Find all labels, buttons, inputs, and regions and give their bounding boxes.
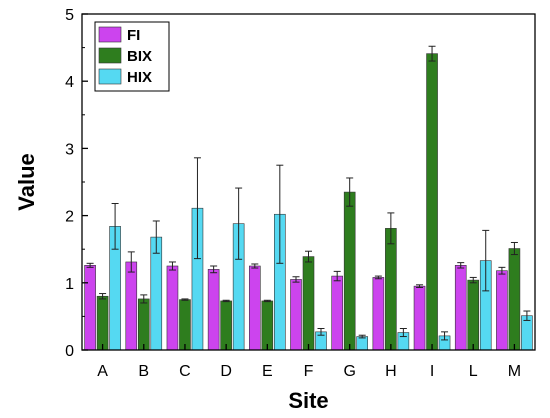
error-bar-fi-e (251, 263, 259, 269)
y-tick-label: 3 (65, 141, 74, 158)
y-axis-title: Value (14, 153, 39, 210)
error-bar-bix-e (263, 299, 271, 303)
bar-bix-b (137, 298, 150, 351)
error-bar-bix-c (181, 298, 189, 301)
bar-fi-h (372, 277, 385, 351)
legend-swatch-fi (98, 26, 122, 43)
error-bar-bix-b (140, 294, 148, 304)
error-bar-bix-d (222, 299, 230, 303)
error-bar-bix-a (99, 293, 107, 300)
legend-swatch-bix (98, 47, 122, 64)
error-bar-hix-h (399, 327, 407, 338)
legend-label-hix: HIX (127, 69, 152, 86)
error-bar-fi-f (292, 276, 300, 283)
legend: FI BIX HIX (94, 21, 170, 92)
error-bar-hix-i (441, 331, 449, 341)
bar-fi-a (84, 265, 96, 351)
bar-hix-b (150, 236, 163, 351)
bar-bix-l (467, 279, 480, 351)
x-tick-label: L (469, 363, 478, 380)
bar-bix-e (261, 300, 274, 351)
bar-fi-d (207, 269, 220, 351)
bar-bix-m (508, 248, 521, 351)
bar-bix-h (385, 228, 397, 351)
y-tick-label: 0 (65, 343, 74, 360)
bar-bix-f (302, 256, 315, 351)
error-bar-bix-h (387, 212, 395, 245)
bar-bix-g (343, 191, 356, 351)
error-bar-bix-m (510, 241, 518, 256)
y-tick-label: 1 (65, 276, 74, 293)
x-tick-label: B (138, 363, 149, 380)
legend-label-fi: FI (127, 27, 140, 44)
x-tick-label: H (385, 363, 397, 380)
error-bar-bix-g (346, 177, 354, 207)
x-tick-label: I (430, 363, 434, 380)
error-bar-hix-d (235, 187, 243, 260)
x-tick-label: E (262, 363, 273, 380)
error-bar-fi-b (127, 251, 135, 273)
error-bar-hix-c (193, 157, 201, 260)
x-tick-label: F (304, 363, 314, 380)
x-tick-label: C (179, 363, 191, 380)
bar-fi-i (413, 285, 426, 351)
bar-fi-g (331, 275, 343, 351)
error-bar-hix-e (276, 164, 284, 264)
bar-bix-d (220, 300, 232, 351)
error-bar-hix-l (482, 229, 490, 292)
error-bar-hix-f (317, 327, 325, 336)
x-tick-label: M (508, 363, 521, 380)
error-bar-hix-b (152, 220, 160, 254)
x-tick-label: A (97, 363, 108, 380)
x-axis-title: Site (288, 388, 328, 413)
error-bar-fi-g (333, 270, 341, 282)
y-tick-label: 4 (65, 74, 74, 91)
error-bar-bix-f (305, 250, 312, 263)
error-bar-fi-h (374, 275, 382, 280)
error-bar-fi-l (457, 262, 465, 269)
error-bar-fi-c (168, 261, 176, 271)
legend-label-bix: BIX (127, 48, 152, 65)
y-tick-label: 2 (65, 209, 74, 226)
bar-bix-c (179, 299, 191, 351)
error-bar-fi-d (210, 265, 218, 274)
bar-bix-i (426, 53, 438, 351)
error-bar-bix-i (428, 45, 436, 62)
error-bar-fi-i (416, 284, 424, 289)
legend-swatch-hix (98, 68, 122, 85)
x-tick-label: D (220, 363, 232, 380)
error-bar-hix-m (523, 310, 531, 321)
bar-fi-l (454, 265, 467, 351)
bar-bix-a (96, 295, 109, 351)
error-bar-fi-m (498, 266, 506, 275)
y-tick-label: 5 (65, 7, 74, 24)
bar-fi-c (166, 265, 179, 351)
error-bar-hix-g (358, 334, 366, 339)
error-bar-fi-a (86, 262, 94, 268)
bar-fi-b (125, 261, 138, 351)
bar-fi-f (290, 279, 302, 351)
bar-fi-e (249, 265, 261, 351)
bar-hix-g (356, 336, 368, 351)
error-bar-bix-l (469, 276, 477, 284)
x-tick-label: G (343, 363, 355, 380)
bar-fi-m (496, 270, 508, 351)
error-bar-hix-a (111, 203, 119, 250)
